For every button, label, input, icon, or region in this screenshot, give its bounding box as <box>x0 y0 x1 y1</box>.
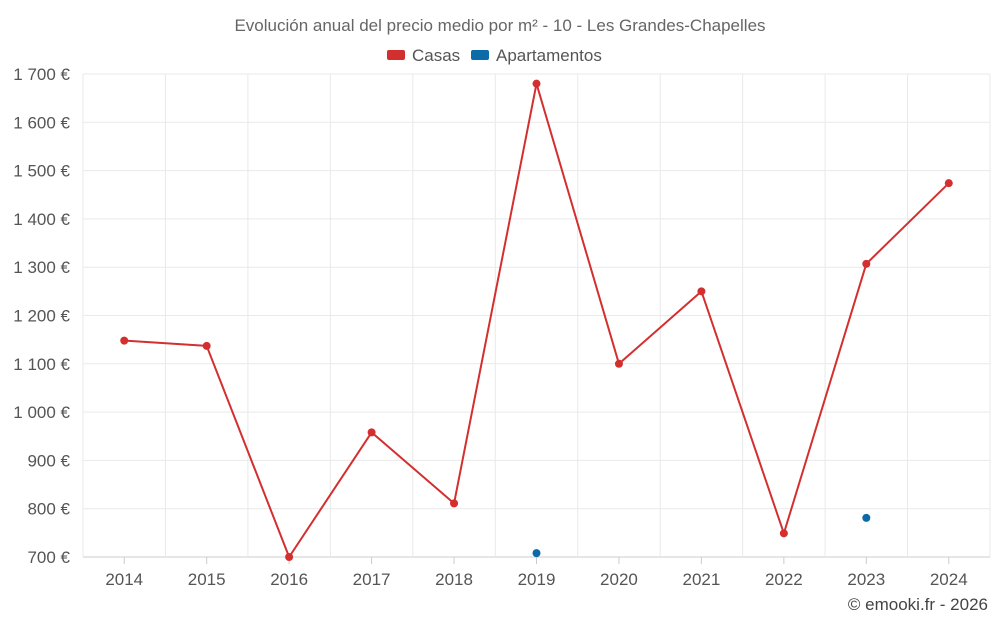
x-tick-label: 2022 <box>765 570 803 589</box>
legend-item-casas[interactable]: Casas <box>387 46 460 65</box>
legend-label-casas: Casas <box>412 46 460 65</box>
legend-swatch-casas <box>387 50 405 60</box>
data-point-casas-2021 <box>697 287 706 296</box>
x-tick-label: 2017 <box>353 570 391 589</box>
y-tick-label: 1 700 € <box>13 65 70 84</box>
series-layer <box>120 79 953 561</box>
y-tick-label: 1 100 € <box>13 355 70 374</box>
y-axis: 700 € 800 € 900 € 1 000 € 1 100 € 1 200 € 1 30… <box>13 65 70 567</box>
data-point-casas-2024 <box>944 179 953 188</box>
gridlines <box>82 73 991 558</box>
y-tick-label: 1 500 € <box>13 162 70 181</box>
legend-swatch-apartamentos <box>471 50 489 60</box>
x-axis: 2014 2015 2016 2017 2018 2019 2020 2021 2022 2023… <box>105 557 968 589</box>
x-tick-label: 2016 <box>270 570 308 589</box>
y-tick-label: 1 300 € <box>13 258 70 277</box>
x-tick-label: 2021 <box>682 570 720 589</box>
y-tick-label: 800 € <box>27 500 70 519</box>
data-point-casas-2023 <box>862 259 871 268</box>
x-tick-label: 2020 <box>600 570 638 589</box>
x-tick-label: 2014 <box>105 570 143 589</box>
data-point-casas-2022 <box>779 529 788 538</box>
data-point-apartamentos-2019 <box>532 549 541 558</box>
data-point-apartamentos-2023 <box>862 513 871 522</box>
legend-label-apartamentos: Apartamentos <box>496 46 602 65</box>
data-point-casas-2018 <box>450 499 459 508</box>
x-tick-label: 2015 <box>188 570 226 589</box>
y-tick-label: 1 400 € <box>13 210 70 229</box>
y-tick-label: 900 € <box>27 451 70 470</box>
data-point-casas-2016 <box>285 553 294 561</box>
data-point-casas-2014 <box>120 336 129 345</box>
y-tick-label: 1 200 € <box>13 307 70 326</box>
x-tick-label: 2024 <box>930 570 968 589</box>
data-point-casas-2017 <box>367 428 376 437</box>
y-tick-label: 1 000 € <box>13 403 70 422</box>
y-tick-label: 700 € <box>27 548 70 567</box>
data-point-casas-2020 <box>614 359 623 368</box>
legend-item-apartamentos[interactable]: Apartamentos <box>471 46 602 65</box>
data-point-casas-2015 <box>202 341 211 350</box>
x-tick-label: 2018 <box>435 570 473 589</box>
y-tick-label: 1 600 € <box>13 113 70 132</box>
x-tick-label: 2023 <box>847 570 885 589</box>
x-tick-label: 2019 <box>518 570 556 589</box>
data-point-casas-2019 <box>532 79 541 88</box>
legend: Casas Apartamentos <box>387 46 602 65</box>
chart-title: Evolución anual del precio medio por m² … <box>234 16 765 35</box>
credit-text: © emooki.fr - 2026 <box>848 595 988 614</box>
